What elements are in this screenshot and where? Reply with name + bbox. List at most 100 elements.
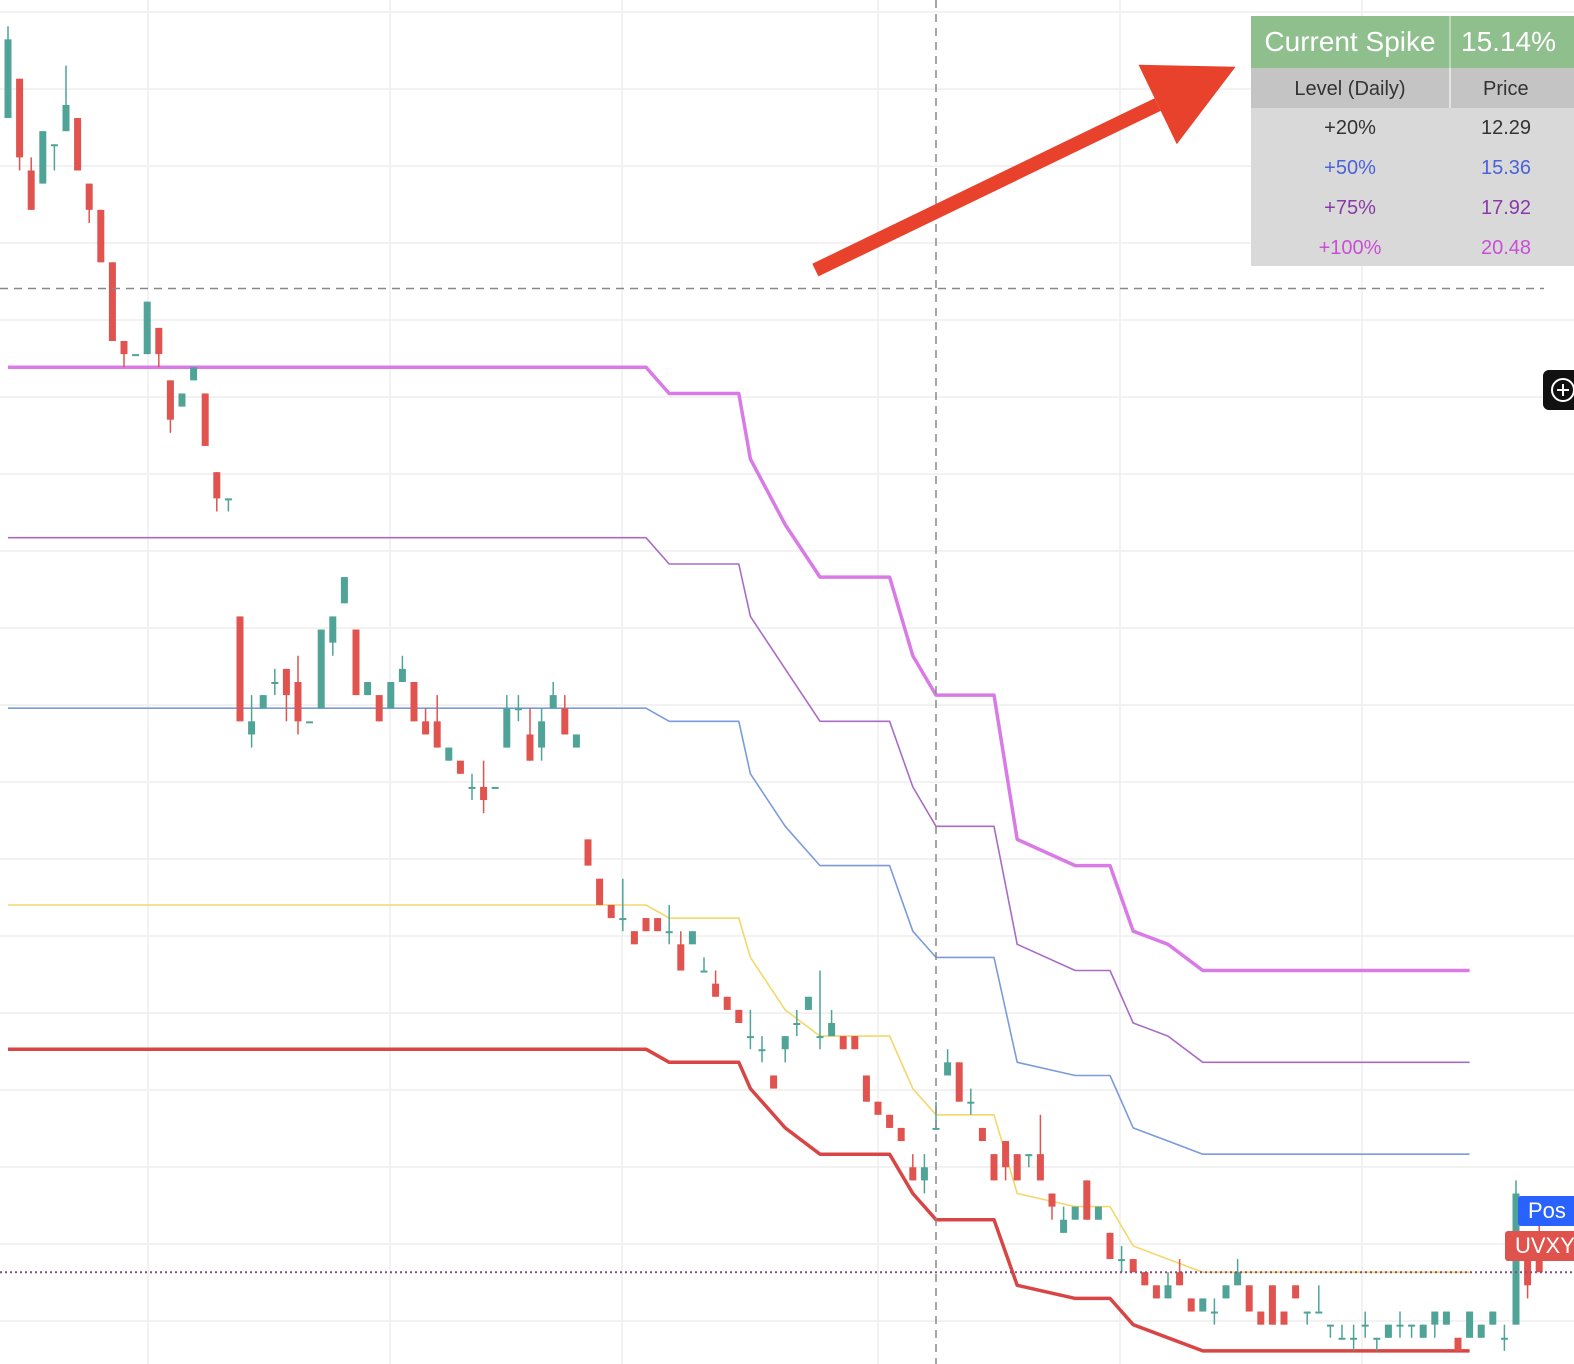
candle-body <box>1489 1311 1497 1325</box>
table-row: +20% 12.29 <box>1251 108 1574 148</box>
candle <box>526 708 534 761</box>
candle-body <box>816 1036 824 1039</box>
candle-body <box>364 682 372 696</box>
candle-body <box>282 668 290 696</box>
candle <box>677 931 685 971</box>
candle <box>398 655 406 682</box>
candle-body <box>491 786 499 789</box>
candle <box>770 1075 778 1089</box>
candle <box>456 760 464 774</box>
candle <box>1524 1259 1532 1299</box>
candle-body <box>1083 1180 1091 1220</box>
level-cell: +75% <box>1324 197 1376 219</box>
candle-body <box>1303 1311 1311 1314</box>
candle <box>62 65 70 132</box>
candle-body <box>294 682 302 722</box>
candle-body <box>549 695 557 709</box>
candle-body <box>978 1127 986 1142</box>
candle <box>143 301 151 355</box>
candle-body <box>700 970 708 973</box>
candle <box>746 1009 754 1050</box>
candle <box>897 1127 905 1142</box>
candle-body <box>990 1154 998 1181</box>
candle-body <box>1152 1285 1160 1299</box>
candle <box>248 695 256 748</box>
candle-body <box>74 118 82 171</box>
candle-body <box>85 183 93 210</box>
candle <box>781 1036 789 1063</box>
candle <box>39 131 47 184</box>
candle <box>804 996 812 1010</box>
candle-body <box>120 341 128 355</box>
level-cell: +50% <box>1324 157 1376 179</box>
candle-body <box>944 1062 952 1076</box>
candle <box>178 393 186 407</box>
candle-body <box>387 682 395 709</box>
candle <box>1036 1114 1044 1181</box>
candle <box>874 1101 882 1115</box>
candle-body <box>793 1023 801 1025</box>
candle <box>1419 1324 1427 1338</box>
candle <box>387 682 395 709</box>
candle <box>1315 1285 1323 1314</box>
spike-table: Current Spike 15.14% Level (Daily) Price… <box>1251 16 1574 266</box>
candle <box>1350 1324 1358 1351</box>
candle <box>1222 1285 1230 1299</box>
candle <box>1280 1311 1288 1325</box>
candle <box>1245 1285 1253 1312</box>
candle-body <box>1234 1272 1242 1286</box>
candle-body <box>1013 1154 1021 1181</box>
candle-body <box>1094 1206 1102 1220</box>
symbol-price-tag[interactable]: UVXY <box>1505 1231 1574 1261</box>
candle-body <box>1141 1272 1149 1286</box>
candle-body <box>828 1023 836 1037</box>
candle-body <box>236 616 244 722</box>
candle-body <box>352 629 360 696</box>
candle-body <box>155 327 163 355</box>
add-alert-plus-icon[interactable] <box>1543 370 1574 410</box>
candle-body <box>1176 1272 1184 1286</box>
candle <box>514 695 522 722</box>
candle <box>1129 1259 1137 1273</box>
candle <box>561 695 569 735</box>
candle-body <box>480 786 488 801</box>
candle-body <box>1431 1311 1439 1325</box>
candle <box>271 668 279 696</box>
candle <box>236 616 244 722</box>
candle <box>1002 1141 1010 1181</box>
candle <box>282 668 290 722</box>
candle-body <box>4 39 12 119</box>
candle <box>1477 1324 1485 1338</box>
price-cell: 12.29 <box>1481 117 1532 139</box>
candle <box>839 1036 847 1050</box>
candle <box>1210 1298 1218 1325</box>
candle <box>294 655 302 735</box>
candle <box>155 327 163 368</box>
candle <box>1118 1245 1126 1273</box>
candle-body <box>514 708 522 711</box>
candle <box>1176 1259 1184 1286</box>
candle-body <box>654 918 662 932</box>
candle-body <box>920 1167 928 1181</box>
candle <box>1083 1180 1091 1220</box>
price-cell: 17.92 <box>1481 197 1532 219</box>
level-cell: +20% <box>1324 117 1376 139</box>
candle-body <box>456 760 464 774</box>
table-row: +50% 15.36 <box>1251 148 1574 188</box>
position-tag[interactable]: Pos <box>1518 1196 1574 1226</box>
candle-body <box>572 734 580 748</box>
candle <box>886 1114 894 1128</box>
candle <box>364 682 372 696</box>
candle <box>1303 1311 1311 1325</box>
spike-table-header: Current Spike 15.14% <box>1251 16 1574 68</box>
candle-body <box>1129 1259 1137 1273</box>
candle <box>306 721 314 724</box>
candle-body <box>642 918 650 932</box>
candle <box>1071 1206 1079 1220</box>
candle <box>1373 1337 1381 1351</box>
candle <box>468 773 476 801</box>
candle <box>329 616 337 656</box>
candle-body <box>1036 1154 1044 1181</box>
candle <box>607 904 615 919</box>
candle-body <box>39 131 47 184</box>
